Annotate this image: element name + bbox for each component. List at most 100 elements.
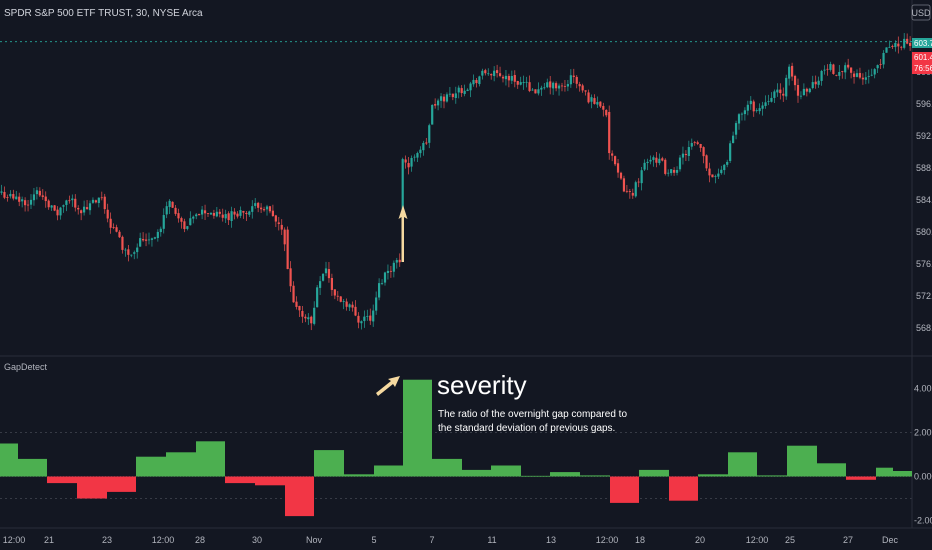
candle-body bbox=[758, 108, 761, 112]
candle-body bbox=[519, 82, 522, 85]
time-tick-label: 30 bbox=[252, 535, 262, 545]
candle-body bbox=[437, 100, 440, 106]
candle-body bbox=[366, 315, 369, 317]
candle-body bbox=[619, 172, 623, 179]
candle-body bbox=[743, 110, 746, 115]
candle-body bbox=[472, 79, 475, 85]
candle-body bbox=[622, 178, 626, 192]
bid-price-label: 601.47 bbox=[914, 53, 932, 62]
candle-body bbox=[454, 93, 457, 98]
candle-body bbox=[817, 80, 820, 85]
candle-body bbox=[729, 143, 732, 161]
candle-body bbox=[448, 93, 451, 95]
candle-body bbox=[876, 65, 879, 69]
candle-body bbox=[693, 142, 696, 144]
gap-bar bbox=[432, 458, 462, 477]
candle-body bbox=[404, 159, 407, 163]
indicator-title[interactable]: GapDetect bbox=[4, 362, 48, 372]
candle-body bbox=[18, 196, 21, 202]
gap-bar bbox=[166, 452, 196, 477]
time-tick-label: 7 bbox=[429, 535, 434, 545]
candle-body bbox=[372, 310, 375, 322]
candle-body bbox=[885, 47, 888, 53]
candle-body bbox=[614, 156, 617, 165]
candle-body bbox=[451, 93, 454, 98]
candle-body bbox=[882, 52, 885, 65]
candle-body bbox=[301, 310, 304, 317]
candle-body bbox=[327, 269, 331, 279]
candle-body bbox=[100, 197, 103, 199]
candle-body bbox=[280, 224, 283, 230]
candle-body bbox=[555, 83, 558, 89]
candle-body bbox=[540, 87, 543, 90]
candle-body bbox=[206, 213, 210, 214]
candle-body bbox=[26, 204, 30, 206]
candle-body bbox=[115, 227, 118, 232]
currency-button[interactable]: USD bbox=[911, 4, 931, 21]
price-tick-label: 576.00 bbox=[916, 259, 932, 269]
time-tick-label: 21 bbox=[44, 535, 54, 545]
candle-body bbox=[357, 315, 360, 323]
candle-body bbox=[490, 74, 493, 76]
candle-body bbox=[643, 162, 646, 170]
gap-bar bbox=[698, 474, 728, 477]
gap-bar bbox=[757, 475, 787, 477]
time-tick-label: 12:00 bbox=[152, 535, 175, 545]
candle-body bbox=[764, 102, 767, 106]
bid-price-badge bbox=[912, 52, 932, 63]
candle-body bbox=[870, 74, 873, 76]
candle-body bbox=[91, 199, 95, 203]
candle-body bbox=[670, 169, 673, 174]
candle-body bbox=[655, 157, 658, 163]
candle-body bbox=[150, 238, 154, 240]
candle-body bbox=[616, 163, 620, 173]
candle-body bbox=[732, 135, 735, 143]
candle-body bbox=[419, 149, 422, 154]
gap-bar bbox=[136, 456, 166, 477]
gap-bar bbox=[285, 476, 314, 517]
candle-body bbox=[351, 304, 354, 308]
gap-bar bbox=[876, 467, 893, 477]
candle-body bbox=[97, 197, 100, 204]
candle-body bbox=[59, 207, 62, 216]
gap-bar bbox=[521, 475, 550, 477]
candle-body bbox=[242, 210, 245, 213]
candle-body bbox=[218, 211, 221, 214]
candle-body bbox=[487, 73, 490, 75]
candle-body bbox=[445, 94, 449, 102]
candle-body bbox=[785, 77, 788, 97]
time-tick-label: Dec bbox=[882, 535, 899, 545]
candle-body bbox=[767, 100, 770, 102]
candle-body bbox=[593, 98, 596, 104]
candle-body bbox=[142, 238, 145, 241]
candle-body bbox=[543, 87, 546, 89]
candle-body bbox=[522, 82, 525, 84]
symbol-title[interactable]: SPDR S&P 500 ETF TRUST, 30, NYSE Arca bbox=[4, 8, 203, 19]
candle-body bbox=[307, 317, 310, 320]
candle-body bbox=[628, 191, 631, 192]
candle-body bbox=[186, 226, 189, 229]
time-tick-label: 18 bbox=[635, 535, 645, 545]
candle-body bbox=[779, 89, 782, 94]
candle-body bbox=[634, 182, 637, 197]
candle-body bbox=[484, 70, 487, 74]
candle-body bbox=[770, 97, 773, 102]
candle-body bbox=[560, 85, 564, 87]
candle-body bbox=[481, 70, 484, 76]
candle-body bbox=[678, 157, 682, 170]
severity-description-line-2: the standard deviation of previous gaps. bbox=[438, 423, 615, 434]
countdown-badge bbox=[912, 63, 932, 74]
candle-body bbox=[348, 304, 351, 308]
candle-body bbox=[68, 200, 71, 202]
candle-body bbox=[257, 202, 260, 208]
gap-bar bbox=[550, 472, 580, 477]
gap-bar bbox=[255, 476, 285, 486]
candle-body bbox=[649, 159, 652, 162]
candle-body bbox=[667, 172, 670, 174]
candle-body bbox=[118, 231, 121, 238]
candle-body bbox=[546, 82, 549, 88]
candle-body bbox=[802, 88, 805, 96]
candle-body bbox=[283, 229, 286, 245]
candle-body bbox=[557, 85, 561, 89]
